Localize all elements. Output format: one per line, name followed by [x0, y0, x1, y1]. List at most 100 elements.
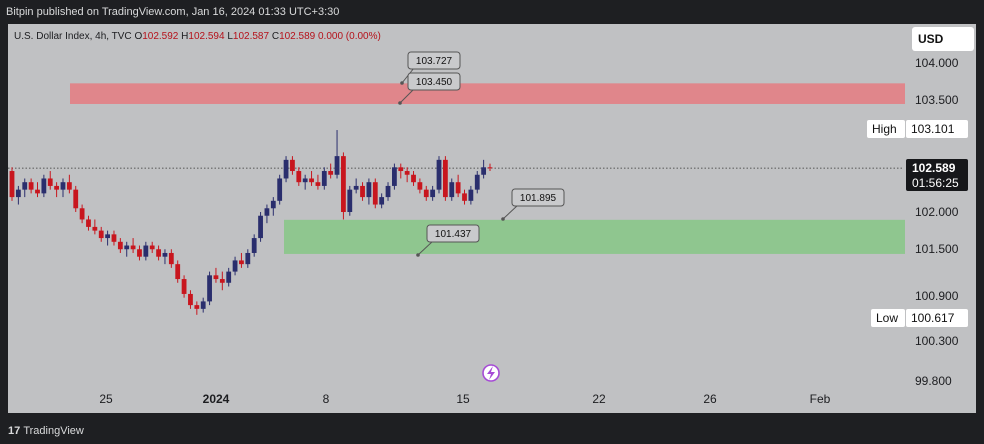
- support-zone[interactable]: [284, 219, 905, 254]
- callout-box[interactable]: [407, 72, 461, 91]
- candle-body[interactable]: [462, 193, 467, 201]
- candle-body[interactable]: [28, 182, 34, 190]
- callout-anchor: [501, 217, 505, 221]
- candle-body[interactable]: [156, 249, 161, 257]
- candle-body[interactable]: [124, 245, 130, 250]
- candle-body[interactable]: [35, 189, 40, 194]
- candle-body[interactable]: [9, 171, 15, 198]
- resistance-zone[interactable]: [70, 83, 905, 104]
- candle-body[interactable]: [111, 234, 117, 242]
- candle-body[interactable]: [404, 171, 410, 175]
- candle-body[interactable]: [143, 245, 149, 257]
- candle-body[interactable]: [117, 241, 123, 250]
- candle-body[interactable]: [379, 197, 385, 205]
- candle-body[interactable]: [188, 293, 193, 306]
- candle-body[interactable]: [328, 171, 334, 175]
- candle-body[interactable]: [226, 271, 232, 283]
- callout-box[interactable]: [407, 51, 461, 70]
- candle-body[interactable]: [487, 167, 493, 169]
- callout-anchor: [400, 81, 404, 85]
- candle-body[interactable]: [353, 185, 359, 190]
- candle-body[interactable]: [73, 189, 79, 209]
- candle-body[interactable]: [442, 159, 448, 198]
- candle-body[interactable]: [449, 182, 455, 198]
- symbol-legend: U.S. Dollar Index, 4h, TVC O102.592 H102…: [14, 31, 381, 42]
- candle-body[interactable]: [315, 182, 321, 186]
- candle-body[interactable]: [283, 159, 289, 179]
- candle-body[interactable]: [481, 167, 487, 175]
- candle-body[interactable]: [277, 178, 283, 201]
- currency-button[interactable]: USD: [912, 27, 974, 51]
- tradingview-logo[interactable]: 17 TradingView: [8, 425, 84, 437]
- candle-body[interactable]: [251, 238, 257, 253]
- candle-body[interactable]: [341, 156, 346, 212]
- low-value-badge: 100.617: [911, 311, 955, 325]
- candle-body[interactable]: [207, 275, 212, 302]
- candle-body[interactable]: [79, 208, 85, 220]
- callout-pointer: [417, 240, 434, 256]
- candle-body[interactable]: [474, 174, 480, 190]
- candle-body[interactable]: [22, 182, 28, 190]
- candle-body[interactable]: [334, 156, 340, 175]
- candle-body[interactable]: [392, 167, 397, 186]
- candle-body[interactable]: [366, 182, 372, 198]
- candle-body[interactable]: [92, 226, 98, 231]
- y-tick-label: 101.500: [915, 242, 959, 256]
- candle-body[interactable]: [137, 249, 142, 257]
- open-key: O: [134, 31, 143, 42]
- candle-body[interactable]: [66, 182, 72, 190]
- candle-body[interactable]: [455, 182, 461, 194]
- candle-body[interactable]: [398, 167, 404, 172]
- high-value-badge-bg: [906, 120, 968, 138]
- candle-body[interactable]: [347, 189, 353, 212]
- candle-body[interactable]: [162, 252, 168, 257]
- callout-box[interactable]: [426, 224, 480, 243]
- candle-body[interactable]: [219, 279, 225, 283]
- candle-body[interactable]: [213, 275, 219, 280]
- candle-body[interactable]: [239, 260, 244, 265]
- candle-body[interactable]: [47, 178, 53, 186]
- candle-body[interactable]: [385, 185, 391, 198]
- x-tick-label: Feb: [810, 392, 831, 406]
- low-label-badge-bg: [871, 309, 905, 327]
- candle-body[interactable]: [258, 215, 263, 239]
- callout-label: 101.895: [520, 193, 557, 204]
- candle-body[interactable]: [98, 230, 104, 239]
- x-tick-label: 8: [323, 392, 330, 406]
- candle-body[interactable]: [181, 279, 187, 294]
- candle-body[interactable]: [360, 185, 365, 198]
- candle-body[interactable]: [232, 260, 238, 272]
- candle-body[interactable]: [372, 182, 378, 205]
- candle-body[interactable]: [41, 178, 47, 194]
- candle-body[interactable]: [430, 189, 436, 198]
- candle-body[interactable]: [149, 245, 155, 250]
- candle-body[interactable]: [423, 189, 429, 198]
- candle-body[interactable]: [245, 252, 251, 265]
- candle-body[interactable]: [60, 182, 66, 190]
- candle-body[interactable]: [105, 234, 110, 239]
- candle-body[interactable]: [468, 189, 474, 201]
- candle-body[interactable]: [175, 264, 181, 280]
- candle-body[interactable]: [296, 171, 302, 183]
- candle-body[interactable]: [194, 305, 200, 309]
- candle-body[interactable]: [290, 159, 295, 172]
- candle-body[interactable]: [436, 159, 442, 190]
- candle-body[interactable]: [302, 178, 308, 183]
- candle-body[interactable]: [168, 252, 174, 265]
- candle-body[interactable]: [130, 245, 136, 250]
- candle-body[interactable]: [321, 171, 327, 186]
- candle-body[interactable]: [15, 189, 21, 198]
- candle-body[interactable]: [54, 185, 60, 190]
- callout-pointer: [502, 204, 519, 220]
- candle-body[interactable]: [264, 208, 270, 216]
- callout-box[interactable]: [511, 188, 565, 207]
- candle-body[interactable]: [411, 174, 416, 183]
- candle-body[interactable]: [200, 301, 206, 309]
- candle-body[interactable]: [309, 178, 314, 183]
- candle-body[interactable]: [86, 219, 91, 227]
- candle-body[interactable]: [270, 200, 276, 209]
- candle-body[interactable]: [417, 182, 423, 190]
- high-key: H: [181, 31, 189, 42]
- bolt-icon-glyph: [487, 366, 495, 380]
